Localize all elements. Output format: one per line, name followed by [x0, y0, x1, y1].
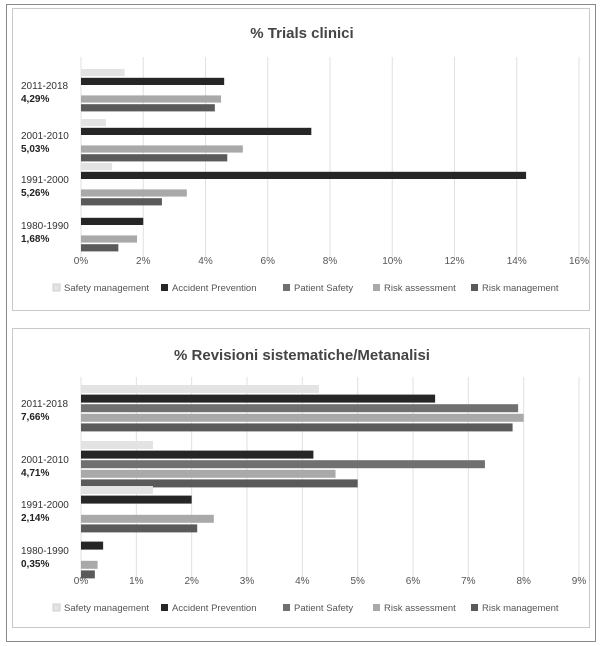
revisioni-svg: % Revisioni sistematiche/Metanalisi 0% 1%…	[21, 347, 587, 614]
revisioni-chart: % Revisioni sistematiche/Metanalisi 0% 1%…	[12, 328, 590, 628]
category-label: 1991-2000	[21, 500, 69, 511]
legend-swatch	[373, 604, 380, 611]
bar	[81, 385, 319, 393]
category-label: 1991-2000	[21, 175, 69, 186]
category-total-label: 4,71%	[21, 468, 49, 479]
legend-entry: Risk assessment	[384, 603, 456, 614]
legend-swatch	[471, 284, 478, 291]
chart-title: % Revisioni sistematiche/Metanalisi	[174, 347, 430, 364]
bar	[81, 460, 485, 469]
category-label: 1980-1990	[21, 221, 69, 232]
legend-swatch	[283, 284, 290, 291]
x-tick-label: 2%	[136, 256, 151, 267]
category-label: 2001-2010	[21, 455, 69, 466]
bar	[81, 404, 519, 413]
legend-entry: Accident Prevention	[172, 603, 257, 614]
legend-swatch	[161, 604, 168, 611]
bar	[81, 171, 527, 179]
bar	[81, 524, 198, 533]
bar	[81, 479, 358, 488]
category-total-label: 7,66%	[21, 412, 49, 423]
legend-entry: Safety management	[64, 603, 149, 614]
x-tick-label: 4%	[295, 576, 310, 587]
legend-swatch	[161, 284, 168, 291]
bar	[81, 119, 106, 127]
bar	[81, 541, 104, 550]
x-tick-label: 8%	[323, 256, 338, 267]
x-tick-label: 3%	[240, 576, 255, 587]
legend-entry: Patient Safety	[294, 283, 353, 294]
category-total-label: 0,35%	[21, 559, 49, 570]
x-tick-label: 9%	[572, 576, 587, 587]
trials-clinici-chart: % Trials clinici 0% 2% 4% 6% 8% 10% 12% 14% 16% 2…	[12, 8, 590, 311]
x-tick-label: 8%	[516, 576, 531, 587]
bar	[81, 423, 513, 432]
legend-swatch	[52, 603, 61, 612]
category-total-label: 5,26%	[21, 188, 49, 199]
legend-entry: Patient Safety	[294, 603, 353, 614]
bar	[81, 235, 138, 243]
x-tick-label: 14%	[507, 256, 527, 267]
x-tick-label: 2%	[184, 576, 199, 587]
legend-swatch	[52, 283, 61, 292]
category-total-label: 4,29%	[21, 94, 49, 105]
bar	[81, 189, 187, 197]
legend-entry: Accident Prevention	[172, 283, 257, 294]
x-tick-label: 6%	[406, 576, 421, 587]
x-tick-label: 5%	[350, 576, 365, 587]
bar	[81, 570, 95, 579]
legend-swatch	[283, 604, 290, 611]
bar	[81, 441, 153, 449]
bar	[81, 127, 312, 135]
x-tick-label: 4%	[198, 256, 213, 267]
x-tick-label: 6%	[261, 256, 276, 267]
bar	[81, 469, 336, 478]
x-tick-label: 10%	[382, 256, 402, 267]
x-tick-label: 0%	[74, 576, 89, 587]
bar	[81, 145, 243, 153]
bar	[81, 104, 215, 112]
bar	[81, 514, 214, 523]
x-tick-label: 16%	[569, 256, 589, 267]
bar	[81, 450, 314, 459]
chart-title: % Trials clinici	[250, 25, 353, 42]
bar	[81, 217, 144, 225]
x-tick-label: 0%	[74, 256, 89, 267]
bar	[81, 154, 228, 162]
category-label: 2011-2018	[21, 399, 69, 410]
category-label: 1980-1990	[21, 546, 69, 557]
x-tick-label: 1%	[129, 576, 144, 587]
legend-entry: Risk management	[482, 603, 559, 614]
bar	[81, 163, 113, 171]
legend-entry: Safety management	[64, 283, 149, 294]
category-total-label: 1,68%	[21, 234, 49, 245]
bar	[81, 486, 153, 494]
x-tick-label: 7%	[461, 576, 476, 587]
x-tick-label: 12%	[444, 256, 464, 267]
category-total-label: 2,14%	[21, 513, 49, 524]
category-label: 2011-2018	[21, 81, 69, 92]
legend-swatch	[373, 284, 380, 291]
legend-entry: Risk assessment	[384, 283, 456, 294]
bar	[81, 198, 162, 206]
legend-swatch	[471, 604, 478, 611]
bar	[81, 95, 222, 103]
bar	[81, 495, 192, 504]
category-label: 2001-2010	[21, 131, 69, 142]
bar	[81, 560, 98, 569]
bar	[81, 69, 125, 77]
category-total-label: 5,03%	[21, 144, 49, 155]
legend-entry: Risk management	[482, 283, 559, 294]
bar	[81, 77, 225, 85]
bar	[81, 244, 119, 252]
bar	[81, 413, 524, 422]
trials-clinici-svg: % Trials clinici 0% 2% 4% 6% 8% 10% 12% 14% 16% 2…	[21, 25, 589, 294]
bar	[81, 394, 436, 403]
